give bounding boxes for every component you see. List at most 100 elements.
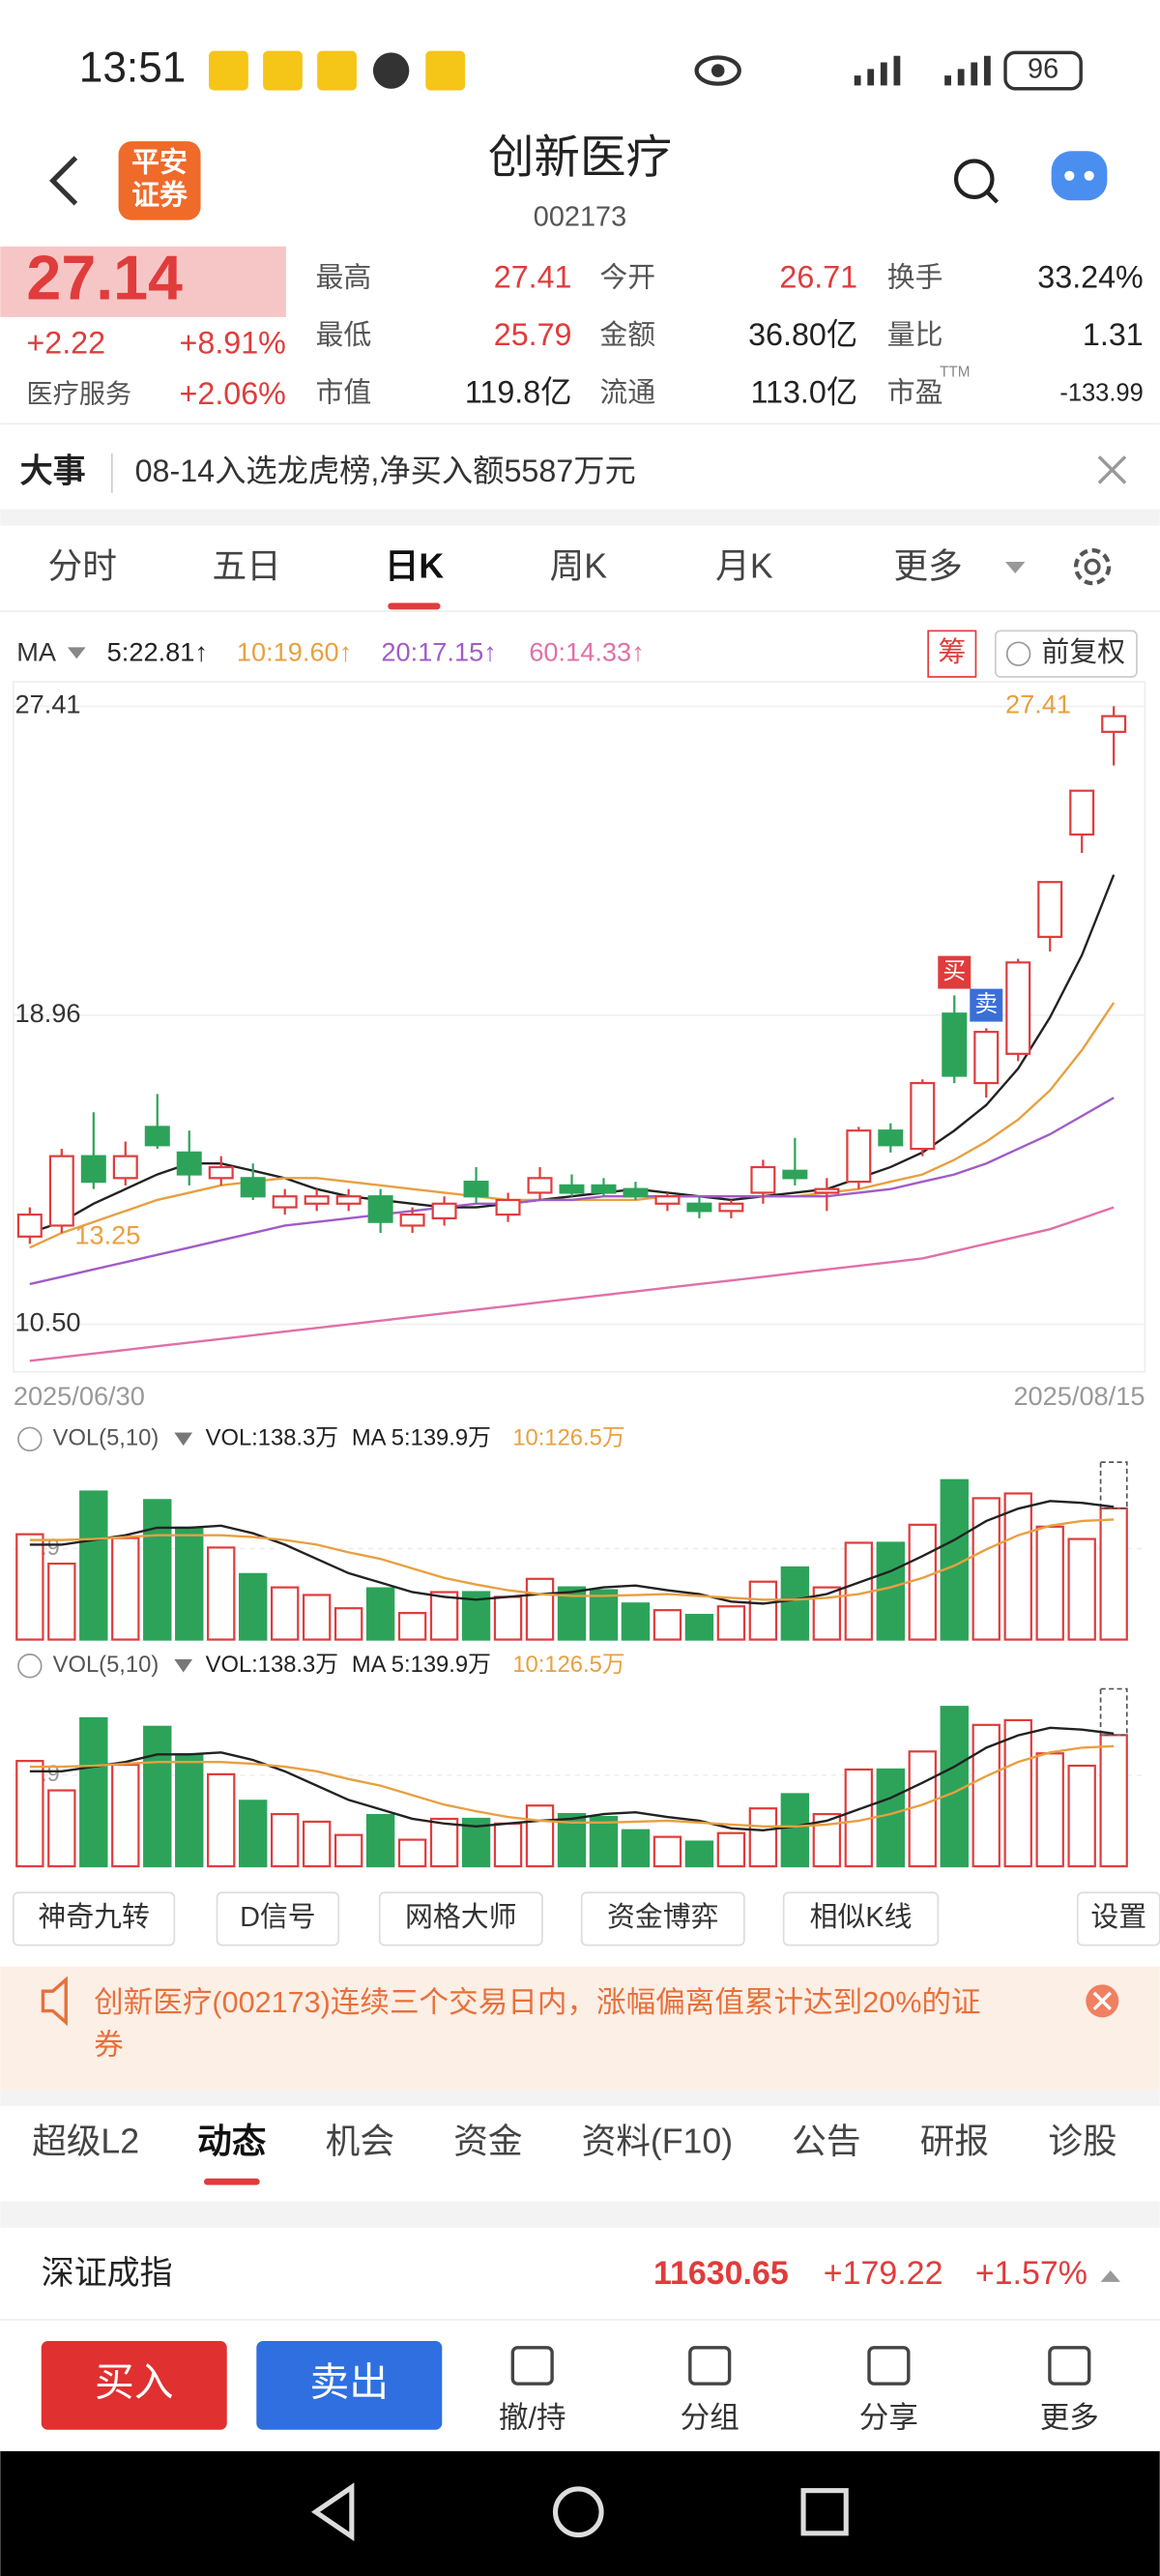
ma-legend-item: 60:14.33↑ bbox=[529, 636, 644, 666]
nav-recent[interactable] bbox=[800, 2488, 849, 2536]
close-alert[interactable] bbox=[1086, 1984, 1119, 2018]
action-icon[interactable] bbox=[510, 2346, 554, 2386]
section-tab[interactable]: 超级L2 bbox=[32, 2122, 139, 2161]
section-tab[interactable]: 资料(F10) bbox=[582, 2122, 734, 2161]
index-pct: +1.57% bbox=[975, 2255, 1088, 2292]
candle-body bbox=[942, 1012, 968, 1077]
section-tab[interactable]: 诊股 bbox=[1048, 2122, 1116, 2161]
action-icon[interactable] bbox=[1048, 2346, 1091, 2386]
price-highlight bbox=[0, 246, 286, 317]
nav-back[interactable] bbox=[310, 2482, 355, 2542]
volume-bar bbox=[652, 1609, 682, 1641]
stat-value: -133.99 bbox=[1059, 379, 1143, 406]
index-name: 深证成指 bbox=[42, 2255, 173, 2292]
nav-home[interactable] bbox=[552, 2486, 604, 2538]
volume-bar bbox=[397, 1838, 427, 1868]
volume-bar bbox=[1099, 1734, 1128, 1868]
candle-body bbox=[782, 1169, 808, 1180]
stat-label: 市盈 bbox=[887, 377, 943, 408]
indicator-name[interactable]: VOL(5,10) bbox=[53, 1425, 160, 1451]
indicator-name[interactable]: VOL(5,10) bbox=[53, 1652, 160, 1678]
section-tab[interactable]: 机会 bbox=[326, 2122, 394, 2161]
volume-bar bbox=[175, 1753, 204, 1868]
price: 27.14 bbox=[26, 243, 183, 312]
buy-label: 买入 bbox=[95, 2360, 174, 2405]
period-tab[interactable]: 五日 bbox=[212, 546, 280, 585]
tab-indicator bbox=[388, 602, 441, 610]
period-tab[interactable]: 日K bbox=[385, 546, 445, 585]
section-tab[interactable]: 公告 bbox=[792, 2122, 860, 2161]
volume-bar bbox=[493, 1595, 523, 1641]
tool-label: D信号 bbox=[240, 1902, 316, 1933]
candle-body bbox=[208, 1165, 234, 1180]
candle-body bbox=[144, 1126, 170, 1147]
settings-button[interactable] bbox=[1073, 548, 1112, 586]
back-button[interactable] bbox=[49, 156, 78, 206]
tool-button[interactable] bbox=[580, 1891, 745, 1947]
tool-label: 资金博弈 bbox=[607, 1902, 719, 1933]
close-news[interactable] bbox=[1097, 455, 1127, 484]
volume-bar bbox=[270, 1586, 300, 1641]
separator bbox=[0, 509, 1160, 526]
candle-body bbox=[1005, 961, 1031, 1055]
stat-label: 金额 bbox=[599, 320, 655, 351]
section-tab[interactable]: 研报 bbox=[920, 2122, 989, 2161]
tool-button[interactable] bbox=[782, 1891, 940, 1947]
period-tab[interactable]: 分时 bbox=[48, 546, 117, 585]
section-tab[interactable]: 资金 bbox=[453, 2122, 522, 2161]
info-icon bbox=[17, 1654, 43, 1679]
expand-arrow[interactable] bbox=[1100, 2269, 1120, 2282]
period-tab[interactable]: 月K bbox=[715, 546, 773, 585]
candle-body bbox=[399, 1214, 425, 1227]
volume-bar bbox=[589, 1589, 619, 1641]
y-tick-label: 18.96 bbox=[15, 998, 81, 1028]
volume-bar bbox=[652, 1835, 682, 1868]
separator bbox=[0, 2090, 1160, 2107]
search-button[interactable] bbox=[953, 159, 1000, 204]
adjust-button[interactable] bbox=[994, 629, 1138, 678]
assistant-button[interactable] bbox=[1051, 151, 1108, 201]
section-tab[interactable]: 动态 bbox=[197, 2122, 267, 2161]
stat-value: 33.24% bbox=[1037, 259, 1143, 294]
volume-bar bbox=[239, 1800, 268, 1868]
volume-bar bbox=[908, 1750, 937, 1868]
candle-body bbox=[16, 1214, 43, 1238]
stat-value: 25.79 bbox=[494, 317, 572, 352]
stat-value: 36.80亿 bbox=[748, 317, 857, 352]
volume-bar bbox=[1035, 1752, 1064, 1868]
candle-body bbox=[623, 1187, 649, 1198]
volume-bar bbox=[876, 1541, 906, 1641]
extreme-label: 27.41 bbox=[1005, 689, 1071, 719]
candle-body bbox=[176, 1151, 202, 1176]
volume-ma-line bbox=[29, 1500, 1115, 1605]
period-tab[interactable]: 周K bbox=[550, 546, 608, 585]
tool-button[interactable] bbox=[378, 1891, 543, 1947]
action-icon[interactable] bbox=[688, 2346, 732, 2386]
sell-button[interactable] bbox=[256, 2341, 443, 2430]
action-icon[interactable] bbox=[867, 2346, 911, 2386]
stat-label: 流通 bbox=[599, 377, 655, 408]
tool-button[interactable] bbox=[13, 1891, 176, 1947]
volume-bar bbox=[716, 1605, 746, 1641]
stat-value: 1.31 bbox=[1083, 317, 1144, 352]
sell-label: 卖出 bbox=[310, 2360, 390, 2405]
ttm-mark: TTM bbox=[940, 365, 970, 381]
candle-body bbox=[1037, 881, 1063, 938]
buy-button[interactable] bbox=[41, 2341, 227, 2430]
dropdown-arrow bbox=[174, 1432, 193, 1447]
news-text[interactable]: 08-14入选龙虎榜,净买入额5587万元 bbox=[135, 454, 636, 488]
y-tick-label: 10.50 bbox=[15, 1307, 81, 1337]
volume-bar bbox=[302, 1594, 332, 1641]
chip-button[interactable] bbox=[927, 629, 977, 678]
ma-label: MA bbox=[16, 636, 57, 666]
x-tick-label: 2025/06/30 bbox=[14, 1381, 145, 1411]
tool-button[interactable] bbox=[216, 1891, 340, 1947]
period-tab[interactable]: 更多 bbox=[894, 546, 963, 585]
pending-bar bbox=[1099, 1461, 1128, 1509]
sector: 医疗服务 bbox=[26, 379, 131, 409]
candle-body bbox=[112, 1155, 138, 1180]
candle-body bbox=[527, 1177, 553, 1194]
volume-bar bbox=[940, 1478, 969, 1641]
time: 13:51 bbox=[79, 44, 187, 92]
